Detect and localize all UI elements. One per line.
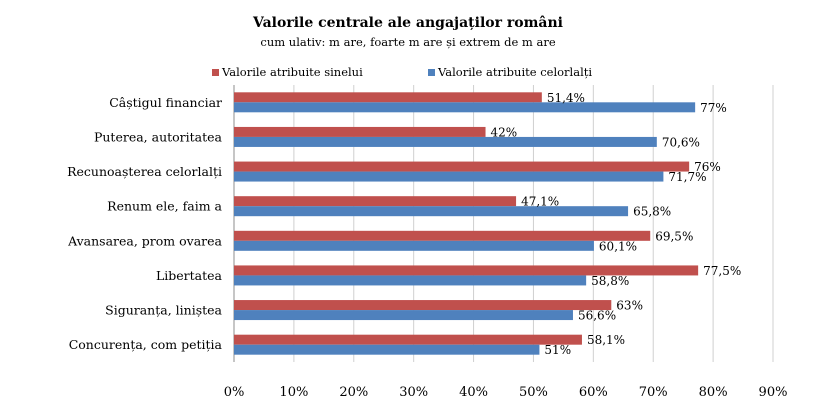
bar-others [234,275,587,286]
category-label: Renum ele, faim a [107,199,222,214]
data-label: 58,1% [587,333,625,347]
x-tick-label: 20% [339,385,368,400]
data-label: 51,4% [547,91,585,105]
chart-title: Valorile centrale ale angajaților români [252,15,563,31]
data-label: 77,5% [703,264,741,278]
legend-swatch-self [212,69,219,76]
data-label: 76% [694,160,721,174]
data-label: 42% [491,125,518,139]
data-label: 69,5% [655,229,693,243]
bar-others [234,206,629,217]
legend-label-self: Valorile atribuite sinelui [221,65,363,79]
legend-swatch-others [428,69,435,76]
x-tick-label: 10% [279,385,308,400]
data-label: 63% [616,299,643,313]
category-label: Avansarea, prom ovarea [67,233,222,248]
category-label: Libertatea [156,268,223,283]
x-tick-label: 80% [699,385,728,400]
chart-subtitle: cum ulativ: m are, foarte m are și extre… [260,35,555,49]
bar-self [234,196,517,207]
x-tick-label: 50% [519,385,548,400]
bars [234,92,699,355]
data-label: 56,6% [578,309,616,323]
bar-others [234,240,594,251]
x-tick-label: 70% [639,385,668,400]
bar-self [234,300,612,311]
bar-self [234,92,542,103]
bar-self [234,230,651,241]
bar-self [234,126,486,137]
category-label: Recunoașterea celorlalți [67,164,222,179]
category-label: Câștigul financiar [109,95,222,110]
x-tick-label: 60% [579,385,608,400]
x-tick-label: 90% [759,385,788,400]
x-tick-label: 0% [224,385,245,400]
x-tick-label: 30% [399,385,428,400]
bar-others [234,136,657,147]
data-label: 71,7% [668,170,706,184]
bar-self [234,161,690,172]
bar-self [234,265,699,276]
legend-label-others: Valorile atribuite celorlalți [437,65,592,79]
data-label: 70,6% [662,135,700,149]
bar-others [234,102,696,113]
data-label: 47,1% [521,195,559,209]
category-label: Puterea, autoritatea [94,129,223,144]
data-label: 65,8% [633,205,671,219]
data-labels: 51,4% 77% 42% 70,6% 76%71,7% 47,1% 65,8% 69,5% 6… [491,91,742,357]
bar-others [234,171,664,182]
category-label: Siguranța, liniștea [105,303,222,318]
bar-others [234,344,540,355]
x-axis-ticks: 0% 10% 20% 30% 40% 50% 60% 70% 80% 90% [224,385,788,400]
bar-others [234,310,573,321]
data-label: 58,8% [591,274,629,288]
x-tick-label: 40% [459,385,488,400]
bar-self [234,334,582,345]
data-label: 77% [700,101,727,115]
data-label: 60,1% [599,239,637,253]
category-label: Concurența, com petiția [69,337,223,352]
data-label: 51% [544,343,571,357]
category-labels: Câștigul financiar Puterea, autoritatea Re… [67,95,222,352]
